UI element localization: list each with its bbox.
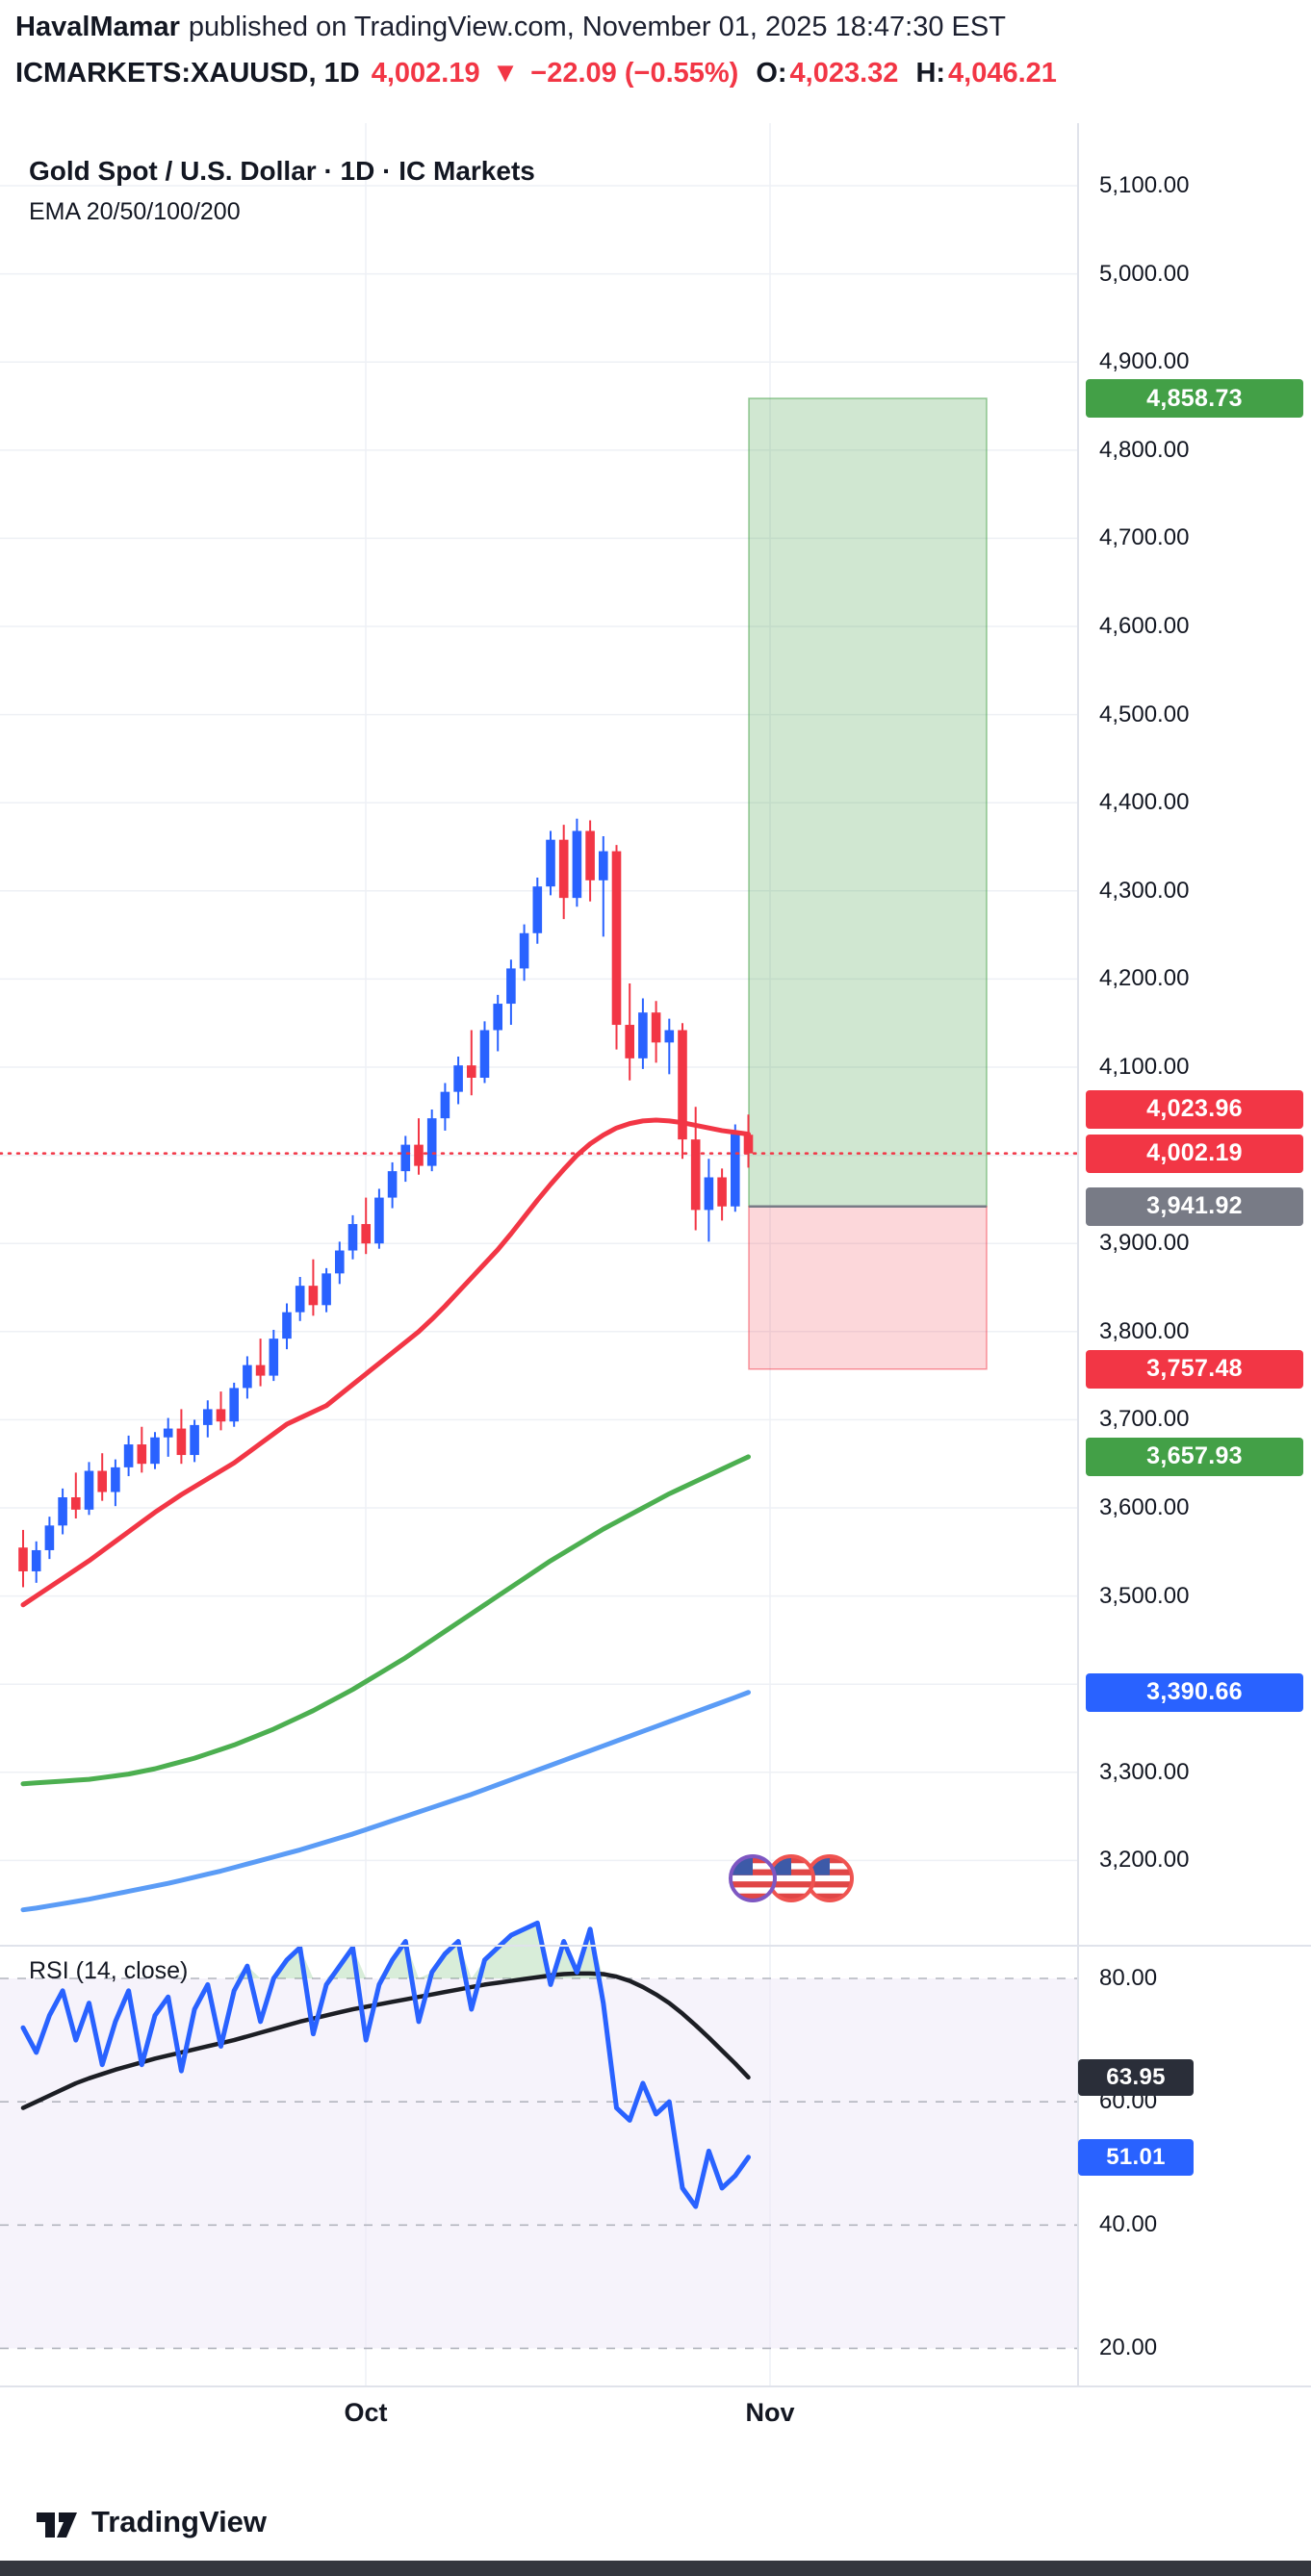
candle-body (150, 1437, 160, 1465)
time-axis-label-nov: Nov (745, 2398, 795, 2427)
candle-body (651, 1012, 661, 1043)
candle-body (229, 1388, 239, 1422)
last-price: 4,002.19 (371, 58, 480, 89)
candle-body (295, 1286, 305, 1313)
ema-line (20, 1690, 751, 1913)
long-position-stop-zone (748, 1206, 988, 1370)
flag-ring (729, 1854, 777, 1902)
candle-body (546, 839, 555, 887)
open-label: O: (756, 58, 787, 89)
candle-body (426, 1118, 437, 1166)
candle-body (123, 1444, 134, 1467)
candle-body (190, 1424, 199, 1456)
candle-body (97, 1470, 107, 1492)
candle-body (58, 1497, 67, 1526)
symbol-status-line: ICMARKETS:XAUUSD, 1D 4,002.19 ▼ −22.09 (−0.… (15, 58, 1057, 89)
symbol-title: ICMARKETS:XAUUSD, 1D (15, 58, 360, 89)
candle-body (361, 1224, 371, 1244)
candle-body (625, 1025, 634, 1058)
footer: TradingView (35, 2504, 267, 2540)
candle-body (321, 1273, 331, 1306)
candle-body (599, 851, 608, 880)
candle-body (71, 1497, 81, 1510)
open-value: 4,023.32 (789, 58, 899, 89)
publish-info: HavalMamar published on TradingView.com, … (15, 12, 1006, 43)
time-axis[interactable] (0, 2386, 1311, 2450)
price-change: −22.09 (−0.55%) (530, 58, 739, 89)
candle-body (414, 1144, 424, 1166)
candle-body (176, 1428, 187, 1456)
indicator-title-ema: EMA 20/50/100/200 (29, 198, 241, 225)
us-flag-icon (732, 1857, 774, 1900)
ema-line (20, 1454, 751, 1787)
candle-body (743, 1135, 754, 1154)
candle-body (308, 1286, 319, 1306)
rsi-line (20, 1920, 751, 2209)
candle-body (453, 1065, 463, 1092)
long-position-profit-zone (748, 397, 988, 1208)
candle-body (519, 932, 529, 969)
candle-body (664, 1030, 675, 1043)
candle-body (282, 1312, 292, 1339)
publish-text: published on TradingView.com, November 0… (188, 12, 1006, 42)
rsi-band (0, 1978, 1078, 2349)
candle-body (347, 1224, 358, 1251)
arrow-down-icon: ▼ (491, 58, 520, 89)
candle-body (558, 839, 569, 899)
time-axis-label-oct: Oct (344, 2398, 388, 2427)
high-label: H: (915, 58, 946, 89)
candle-body (532, 886, 543, 933)
bottom-bar (0, 2561, 1311, 2576)
candle-body (731, 1134, 740, 1207)
candle-body (704, 1177, 714, 1211)
candle-body (18, 1547, 28, 1571)
candle-body (387, 1171, 398, 1198)
candle-body (335, 1250, 345, 1274)
rsi-overbought-fill (23, 1923, 749, 1978)
candle-body (585, 830, 595, 880)
candle-body (638, 1012, 648, 1058)
author-name: HavalMamar (15, 12, 180, 42)
candle-body (374, 1197, 384, 1244)
candle-body (467, 1065, 476, 1078)
chart-title: Gold Spot / U.S. Dollar · 1D · IC Market… (29, 156, 535, 186)
candle-body (572, 830, 582, 899)
brand-name[interactable]: TradingView (91, 2505, 268, 2538)
candle-body (506, 968, 516, 1005)
candle-body (111, 1467, 120, 1492)
candle-body (269, 1339, 279, 1376)
candle-body (216, 1409, 226, 1422)
candle-body (243, 1365, 252, 1389)
candle-body (255, 1365, 266, 1376)
candle-body (400, 1144, 411, 1172)
price-axis[interactable] (1078, 123, 1311, 2386)
candle-body (440, 1091, 450, 1119)
candle-body (678, 1030, 687, 1140)
candle-body (137, 1444, 147, 1465)
high-value: 4,046.21 (948, 58, 1057, 89)
candle-body (717, 1177, 727, 1207)
tradingview-logo-icon[interactable] (35, 2504, 79, 2540)
candle-body (31, 1549, 41, 1571)
candle-body (493, 1004, 502, 1031)
candle-body (611, 851, 622, 1026)
candle-body (163, 1428, 173, 1438)
candle-body (84, 1470, 94, 1510)
indicator-title-rsi: RSI (14, close) (29, 1957, 189, 1984)
candle-body (479, 1030, 490, 1078)
candle-body (44, 1525, 55, 1550)
candle-body (690, 1139, 701, 1211)
candle-body (203, 1409, 213, 1425)
ema-line (20, 1117, 751, 1608)
